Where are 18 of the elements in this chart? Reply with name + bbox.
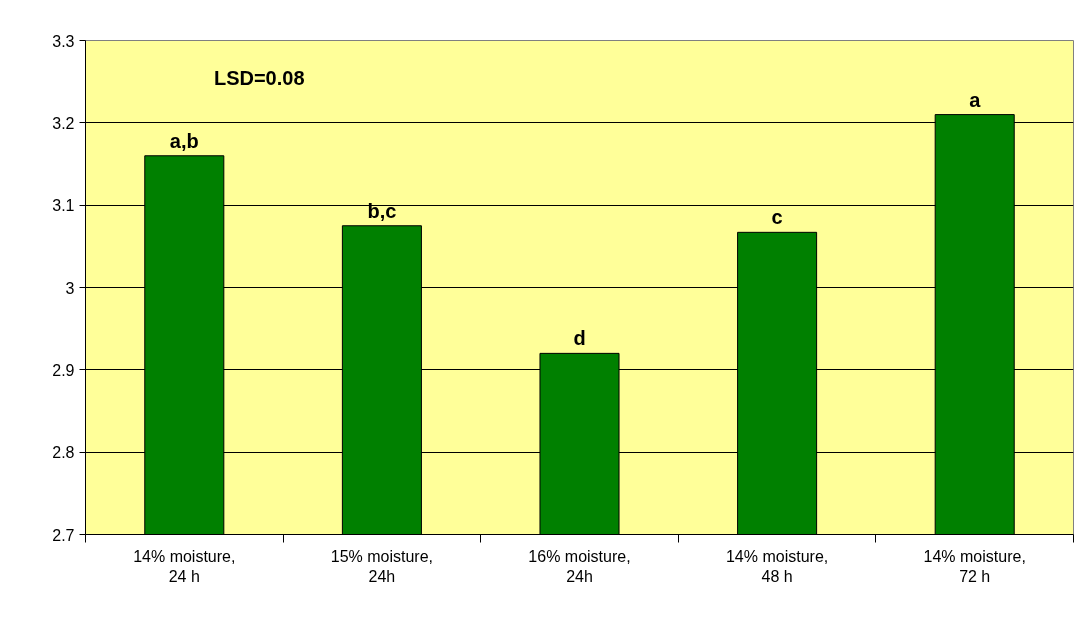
annotation: LSD=0.08 [213, 66, 305, 89]
annotation: b,c [367, 199, 397, 222]
y-tick-label: 2.8 [52, 444, 75, 462]
y-tick-label: 2.7 [52, 526, 75, 544]
x-tick-label: 15% moisture, 24h [330, 547, 434, 585]
y-tick-label: 3.3 [52, 32, 75, 50]
y-tick-label: 3.2 [52, 114, 75, 132]
x-tick-label: 16% moisture, 24h [528, 547, 631, 585]
annotation: c [771, 206, 783, 229]
y-tick-label: 2.9 [52, 361, 75, 379]
x-tick-label: 14% moisture, 24 h [133, 547, 236, 585]
y-tick-label: 3.1 [52, 197, 75, 215]
x-tick-label: 14% moisture, 72 h [923, 547, 1026, 585]
annotation: d [573, 327, 586, 350]
annotation: a,b [169, 129, 199, 152]
x-tick-label: 14% moisture, 48 h [725, 547, 829, 585]
y-tick-label: 3 [65, 279, 75, 297]
annotation: a [969, 88, 982, 111]
